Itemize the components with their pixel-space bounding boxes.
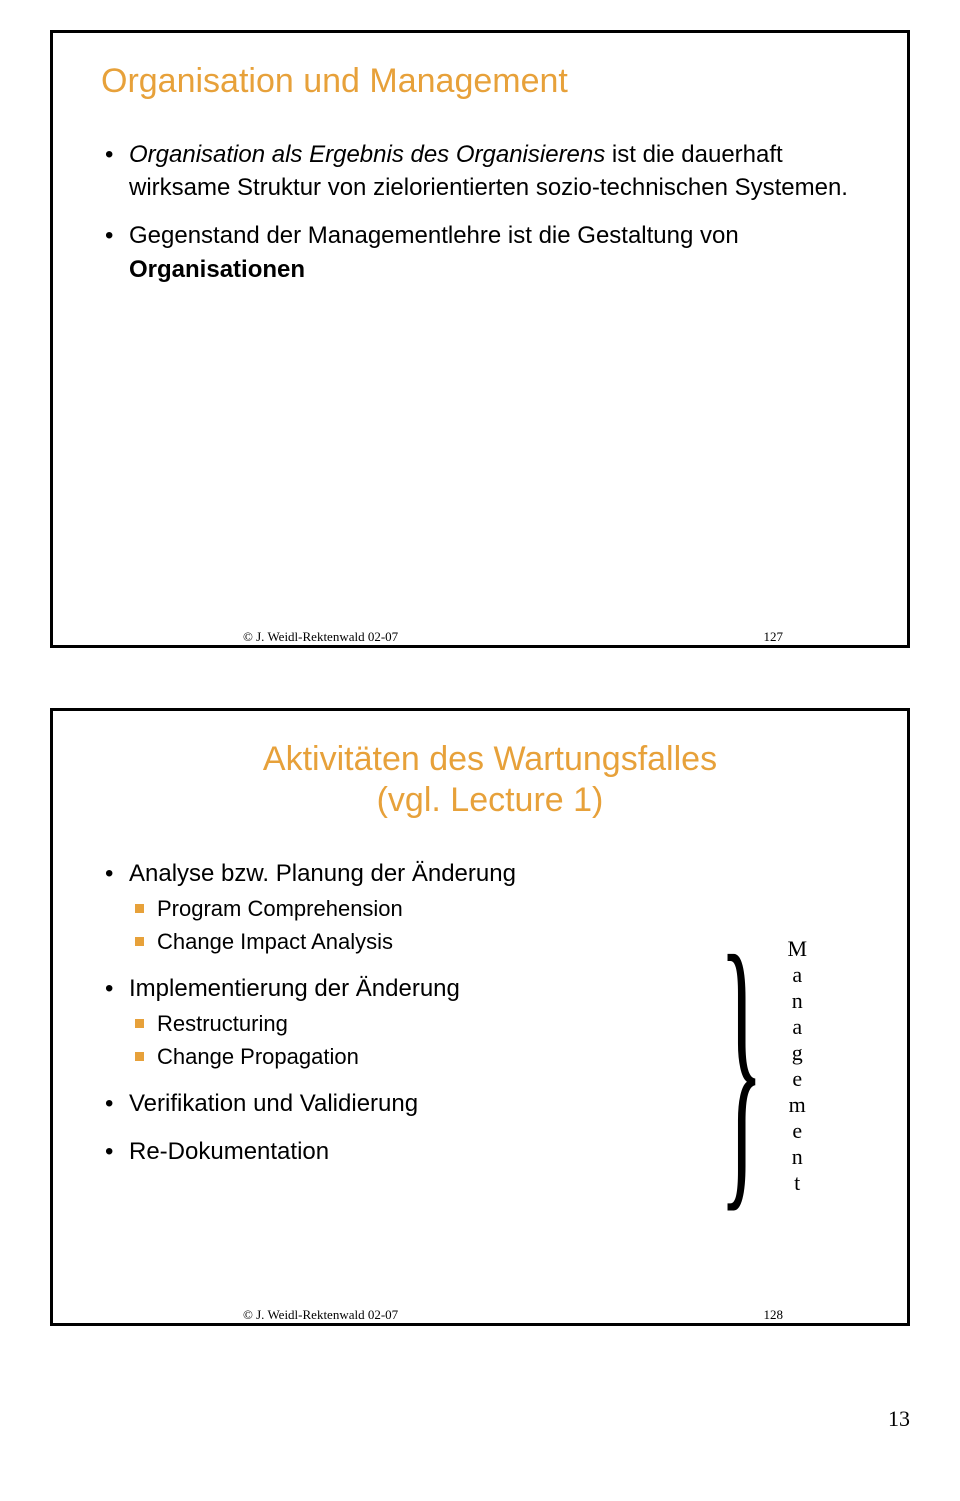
slide-2: Aktivitäten des Wartungsfalles (vgl. Lec…	[50, 708, 910, 1326]
sub-item: Change Impact Analysis	[129, 927, 661, 958]
bullet-text: Gegenstand der Managementlehre ist die G…	[129, 222, 739, 249]
sub-item: Restructuring	[129, 1009, 661, 1040]
bullet-item: Re-Dokumentation	[101, 1135, 661, 1169]
slide-title: Aktivitäten des Wartungsfalles (vgl. Lec…	[121, 739, 859, 821]
bullet-list: Analyse bzw. Planung der Änderung Progra…	[101, 857, 661, 1169]
sub-item: Change Propagation	[129, 1042, 661, 1073]
copyright-text: © J. Weidl-Rektenwald 02-07	[243, 629, 398, 645]
sub-list: Restructuring Change Propagation	[129, 1009, 661, 1073]
brace-group: } Management	[667, 931, 807, 1201]
sub-list: Program Comprehension Change Impact Anal…	[129, 894, 661, 958]
copyright-text: © J. Weidl-Rektenwald 02-07	[243, 1307, 398, 1323]
bullet-item: Verifikation und Validierung	[101, 1087, 661, 1121]
document-page-number: 13	[50, 1406, 910, 1432]
bullet-item: Gegenstand der Managementlehre ist die G…	[101, 219, 859, 286]
bullet-emph: Organisation als Ergebnis des Organisier…	[129, 141, 605, 168]
title-line: (vgl. Lecture 1)	[377, 781, 604, 819]
slide-title: Organisation und Management	[101, 61, 859, 102]
bullet-item: Implementierung der Änderung Restructuri…	[101, 972, 661, 1073]
bullet-list: Organisation als Ergebnis des Organisier…	[101, 138, 859, 286]
bullet-text: Analyse bzw. Planung der Änderung	[129, 860, 516, 887]
bullet-item: Analyse bzw. Planung der Änderung Progra…	[101, 857, 661, 958]
sub-item: Program Comprehension	[129, 894, 661, 925]
bullet-item: Organisation als Ergebnis des Organisier…	[101, 138, 859, 205]
brace-label: Management	[787, 936, 807, 1196]
curly-brace-icon: }	[719, 931, 764, 1201]
slide-number: 127	[764, 629, 784, 645]
slide-1: Organisation und Management Organisation…	[50, 30, 910, 648]
bullet-text: Implementierung der Änderung	[129, 975, 460, 1002]
slide-number: 128	[764, 1307, 784, 1323]
bullet-bold: Organisationen	[129, 256, 305, 283]
title-line: Aktivitäten des Wartungsfalles	[263, 740, 717, 778]
